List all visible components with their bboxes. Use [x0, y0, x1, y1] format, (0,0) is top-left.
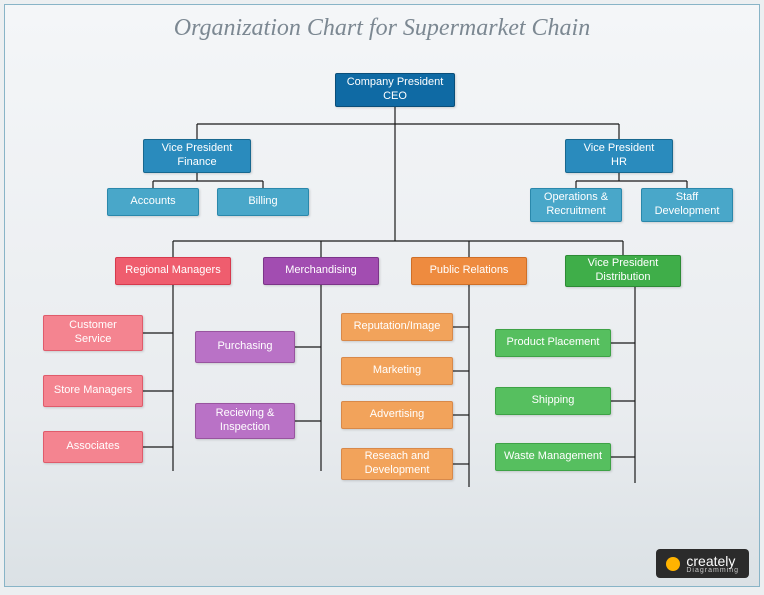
- node-ops: Operations &Recruitment: [530, 188, 622, 222]
- bulb-icon: [666, 557, 680, 571]
- node-regmgr: Regional Managers: [115, 257, 231, 285]
- creately-logo: creately Diagramming: [656, 549, 749, 578]
- node-pplace: Product Placement: [495, 329, 611, 357]
- node-acct: Accounts: [107, 188, 199, 216]
- node-ship: Shipping: [495, 387, 611, 415]
- node-rnd: Reseach andDevelopment: [341, 448, 453, 480]
- node-pr: Public Relations: [411, 257, 527, 285]
- logo-sub: Diagramming: [686, 567, 739, 574]
- node-rep: Reputation/Image: [341, 313, 453, 341]
- node-recv: Recieving &Inspection: [195, 403, 295, 439]
- node-bill: Billing: [217, 188, 309, 216]
- node-vpfin: Vice PresidentFinance: [143, 139, 251, 173]
- node-cust: CustomerService: [43, 315, 143, 351]
- node-vphr: Vice PresidentHR: [565, 139, 673, 173]
- node-mkt: Marketing: [341, 357, 453, 385]
- node-ceo: Company PresidentCEO: [335, 73, 455, 107]
- node-adv: Advertising: [341, 401, 453, 429]
- chart-frame: Organization Chart for Supermarket Chain…: [4, 4, 760, 587]
- node-purch: Purchasing: [195, 331, 295, 363]
- node-merch: Merchandising: [263, 257, 379, 285]
- node-staff: StaffDevelopment: [641, 188, 733, 222]
- node-vpdist: Vice PresidentDistribution: [565, 255, 681, 287]
- node-assoc: Associates: [43, 431, 143, 463]
- node-waste: Waste Management: [495, 443, 611, 471]
- node-stormgr: Store Managers: [43, 375, 143, 407]
